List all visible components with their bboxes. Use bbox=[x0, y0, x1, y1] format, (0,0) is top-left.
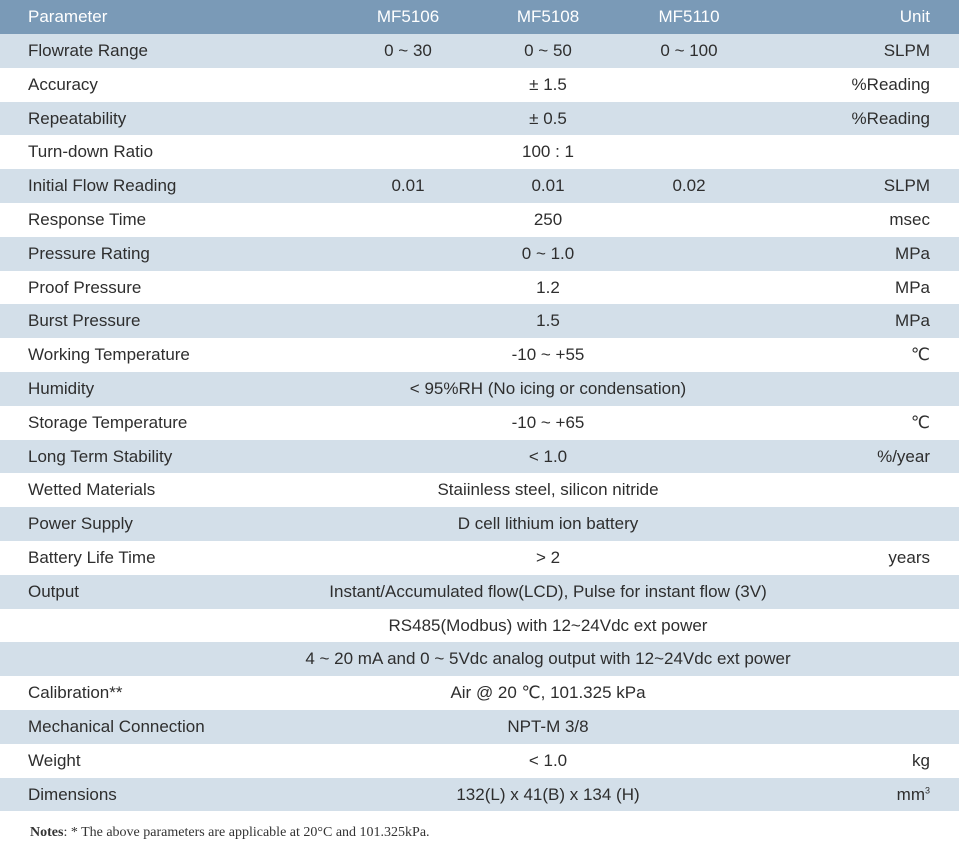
notes-text: : * The above parameters are applicable … bbox=[63, 825, 430, 840]
spec-table: Parameter MF5106 MF5108 MF5110 Unit Flow… bbox=[0, 0, 959, 812]
table-row: Initial Flow Reading 0.01 0.01 0.02 SLPM bbox=[0, 169, 959, 203]
row-parameter: Long Term Stability bbox=[28, 446, 173, 466]
row-parameter: Power Supply bbox=[28, 514, 133, 534]
row-value: 132(L) x 41(B) x 134 (H) bbox=[456, 784, 640, 804]
table-row: Battery Life Time > 2 years bbox=[0, 541, 959, 575]
table-row: Repeatability ± 0.5 %Reading bbox=[0, 101, 959, 136]
row-value: Air @ 20 ℃, 101.325 kPa bbox=[450, 683, 646, 703]
row-parameter: Flowrate Range bbox=[28, 41, 149, 60]
row-unit: MPa bbox=[895, 277, 930, 297]
row-value: 4 ~ 20 mA and 0 ~ 5Vdc analog output wit… bbox=[305, 649, 791, 669]
row-value-mf5106: 0.01 bbox=[391, 176, 425, 196]
table-row: Long Term Stability < 1.0 %/year bbox=[0, 439, 959, 474]
row-value: > 2 bbox=[535, 547, 561, 567]
table-row: Pressure Rating 0 ~ 1.0 MPa bbox=[0, 236, 959, 271]
row-value: 1.5 bbox=[536, 311, 560, 331]
row-value: 100 : 1 bbox=[522, 142, 574, 162]
table-row: Proof Pressure 1.2 MPa bbox=[0, 271, 959, 305]
row-value-mf5110: 0 ~ 100 bbox=[660, 41, 718, 60]
row-value: -10 ~ +55 bbox=[511, 345, 585, 365]
row-unit-superscript: 3 bbox=[924, 784, 930, 795]
row-unit: kg bbox=[912, 750, 930, 770]
table-row: Burst Pressure 1.5 MPa bbox=[0, 304, 959, 339]
row-value: < 1.0 bbox=[528, 750, 568, 770]
row-value: D cell lithium ion battery bbox=[457, 514, 639, 534]
row-parameter: Proof Pressure bbox=[28, 277, 142, 297]
row-value: NPT-M 3/8 bbox=[507, 716, 589, 736]
row-parameter: Accuracy bbox=[28, 74, 98, 94]
row-parameter: Weight bbox=[28, 750, 81, 770]
table-row: Working Temperature -10 ~ +55 ℃ bbox=[0, 338, 959, 372]
notes-label: Notes bbox=[30, 825, 64, 840]
row-parameter: Dimensions bbox=[28, 784, 117, 804]
table-row: Accuracy ± 1.5 %Reading bbox=[0, 68, 959, 102]
row-parameter: Calibration** bbox=[28, 683, 123, 703]
row-unit: years bbox=[888, 547, 930, 567]
table-header: Parameter MF5106 MF5108 MF5110 Unit bbox=[0, 0, 959, 34]
row-unit: msec bbox=[889, 209, 930, 229]
row-value-mf5108: 0 ~ 50 bbox=[524, 41, 572, 60]
row-value-mf5110: 0.02 bbox=[672, 176, 706, 196]
row-parameter: Working Temperature bbox=[28, 345, 190, 365]
notes: Notes: * The above parameters are applic… bbox=[30, 825, 430, 841]
row-parameter: Initial Flow Reading bbox=[28, 176, 177, 196]
row-value: Staiinless steel, silicon nitride bbox=[437, 480, 659, 500]
row-unit: %/year bbox=[877, 446, 930, 466]
row-unit: %Reading bbox=[851, 108, 930, 128]
table-row: Output Instant/Accumulated flow(LCD), Pu… bbox=[0, 574, 959, 609]
table-row: Response Time 250 msec bbox=[0, 203, 959, 237]
row-value: < 1.0 bbox=[528, 446, 568, 466]
table-row: RS485(Modbus) with 12~24Vdc ext power bbox=[0, 609, 959, 643]
row-value: Instant/Accumulated flow(LCD), Pulse for… bbox=[329, 581, 767, 601]
row-value-mf5108: 0.01 bbox=[531, 176, 565, 196]
row-unit: SLPM bbox=[883, 176, 930, 196]
row-unit: MPa bbox=[895, 311, 930, 331]
row-parameter: Repeatability bbox=[28, 108, 127, 128]
row-unit: ℃ bbox=[910, 412, 930, 432]
row-unit: mm3 bbox=[897, 778, 930, 812]
row-parameter: Pressure Rating bbox=[28, 243, 150, 263]
table-row: 4 ~ 20 mA and 0 ~ 5Vdc analog output wit… bbox=[0, 642, 959, 677]
row-parameter: Mechanical Connection bbox=[28, 716, 205, 736]
table-row: Flowrate Range 0 ~ 30 0 ~ 50 0 ~ 100 SLP… bbox=[0, 34, 959, 68]
table-row: Mechanical Connection NPT-M 3/8 bbox=[0, 709, 959, 744]
table-row: Calibration** Air @ 20 ℃, 101.325 kPa bbox=[0, 676, 959, 710]
row-parameter: Storage Temperature bbox=[28, 412, 188, 432]
row-parameter: Turn-down Ratio bbox=[28, 142, 154, 162]
table-row: Weight < 1.0 kg bbox=[0, 744, 959, 778]
row-unit-text: mm bbox=[896, 784, 925, 804]
row-value: 1.2 bbox=[536, 277, 560, 297]
row-value: RS485(Modbus) with 12~24Vdc ext power bbox=[388, 615, 708, 635]
row-parameter: Burst Pressure bbox=[28, 311, 141, 331]
row-value: < 95%RH (No icing or condensation) bbox=[409, 378, 687, 398]
row-unit: %Reading bbox=[851, 74, 930, 94]
row-parameter: Response Time bbox=[28, 209, 147, 229]
header-model-mf5106: MF5106 bbox=[376, 7, 440, 26]
row-parameter: Battery Life Time bbox=[28, 547, 156, 567]
table-row: Humidity < 95%RH (No icing or condensati… bbox=[0, 371, 959, 406]
row-parameter: Output bbox=[28, 581, 80, 601]
header-model-mf5110: MF5110 bbox=[658, 7, 720, 26]
row-parameter: Humidity bbox=[28, 378, 95, 398]
header-unit: Unit bbox=[899, 7, 930, 26]
row-value: ± 1.5 bbox=[529, 74, 567, 94]
table-row: Storage Temperature -10 ~ +65 ℃ bbox=[0, 406, 959, 440]
row-value-mf5106: 0 ~ 30 bbox=[384, 41, 432, 60]
header-model-mf5108: MF5108 bbox=[516, 7, 580, 26]
row-value: 250 bbox=[533, 209, 563, 229]
row-value: 0 ~ 1.0 bbox=[521, 243, 575, 263]
row-value: -10 ~ +65 bbox=[511, 412, 585, 432]
row-unit: SLPM bbox=[883, 41, 930, 60]
table-row: Power Supply D cell lithium ion battery bbox=[0, 507, 959, 541]
table-row: Wetted Materials Staiinless steel, silic… bbox=[0, 473, 959, 507]
row-parameter: Wetted Materials bbox=[28, 480, 156, 500]
header-parameter: Parameter bbox=[28, 7, 108, 26]
row-value: ± 0.5 bbox=[529, 108, 567, 128]
row-unit: ℃ bbox=[910, 345, 930, 365]
table-row: Turn-down Ratio 100 : 1 bbox=[0, 135, 959, 169]
row-unit: MPa bbox=[895, 243, 930, 263]
table-row: Dimensions 132(L) x 41(B) x 134 (H) mm3 bbox=[0, 777, 959, 812]
